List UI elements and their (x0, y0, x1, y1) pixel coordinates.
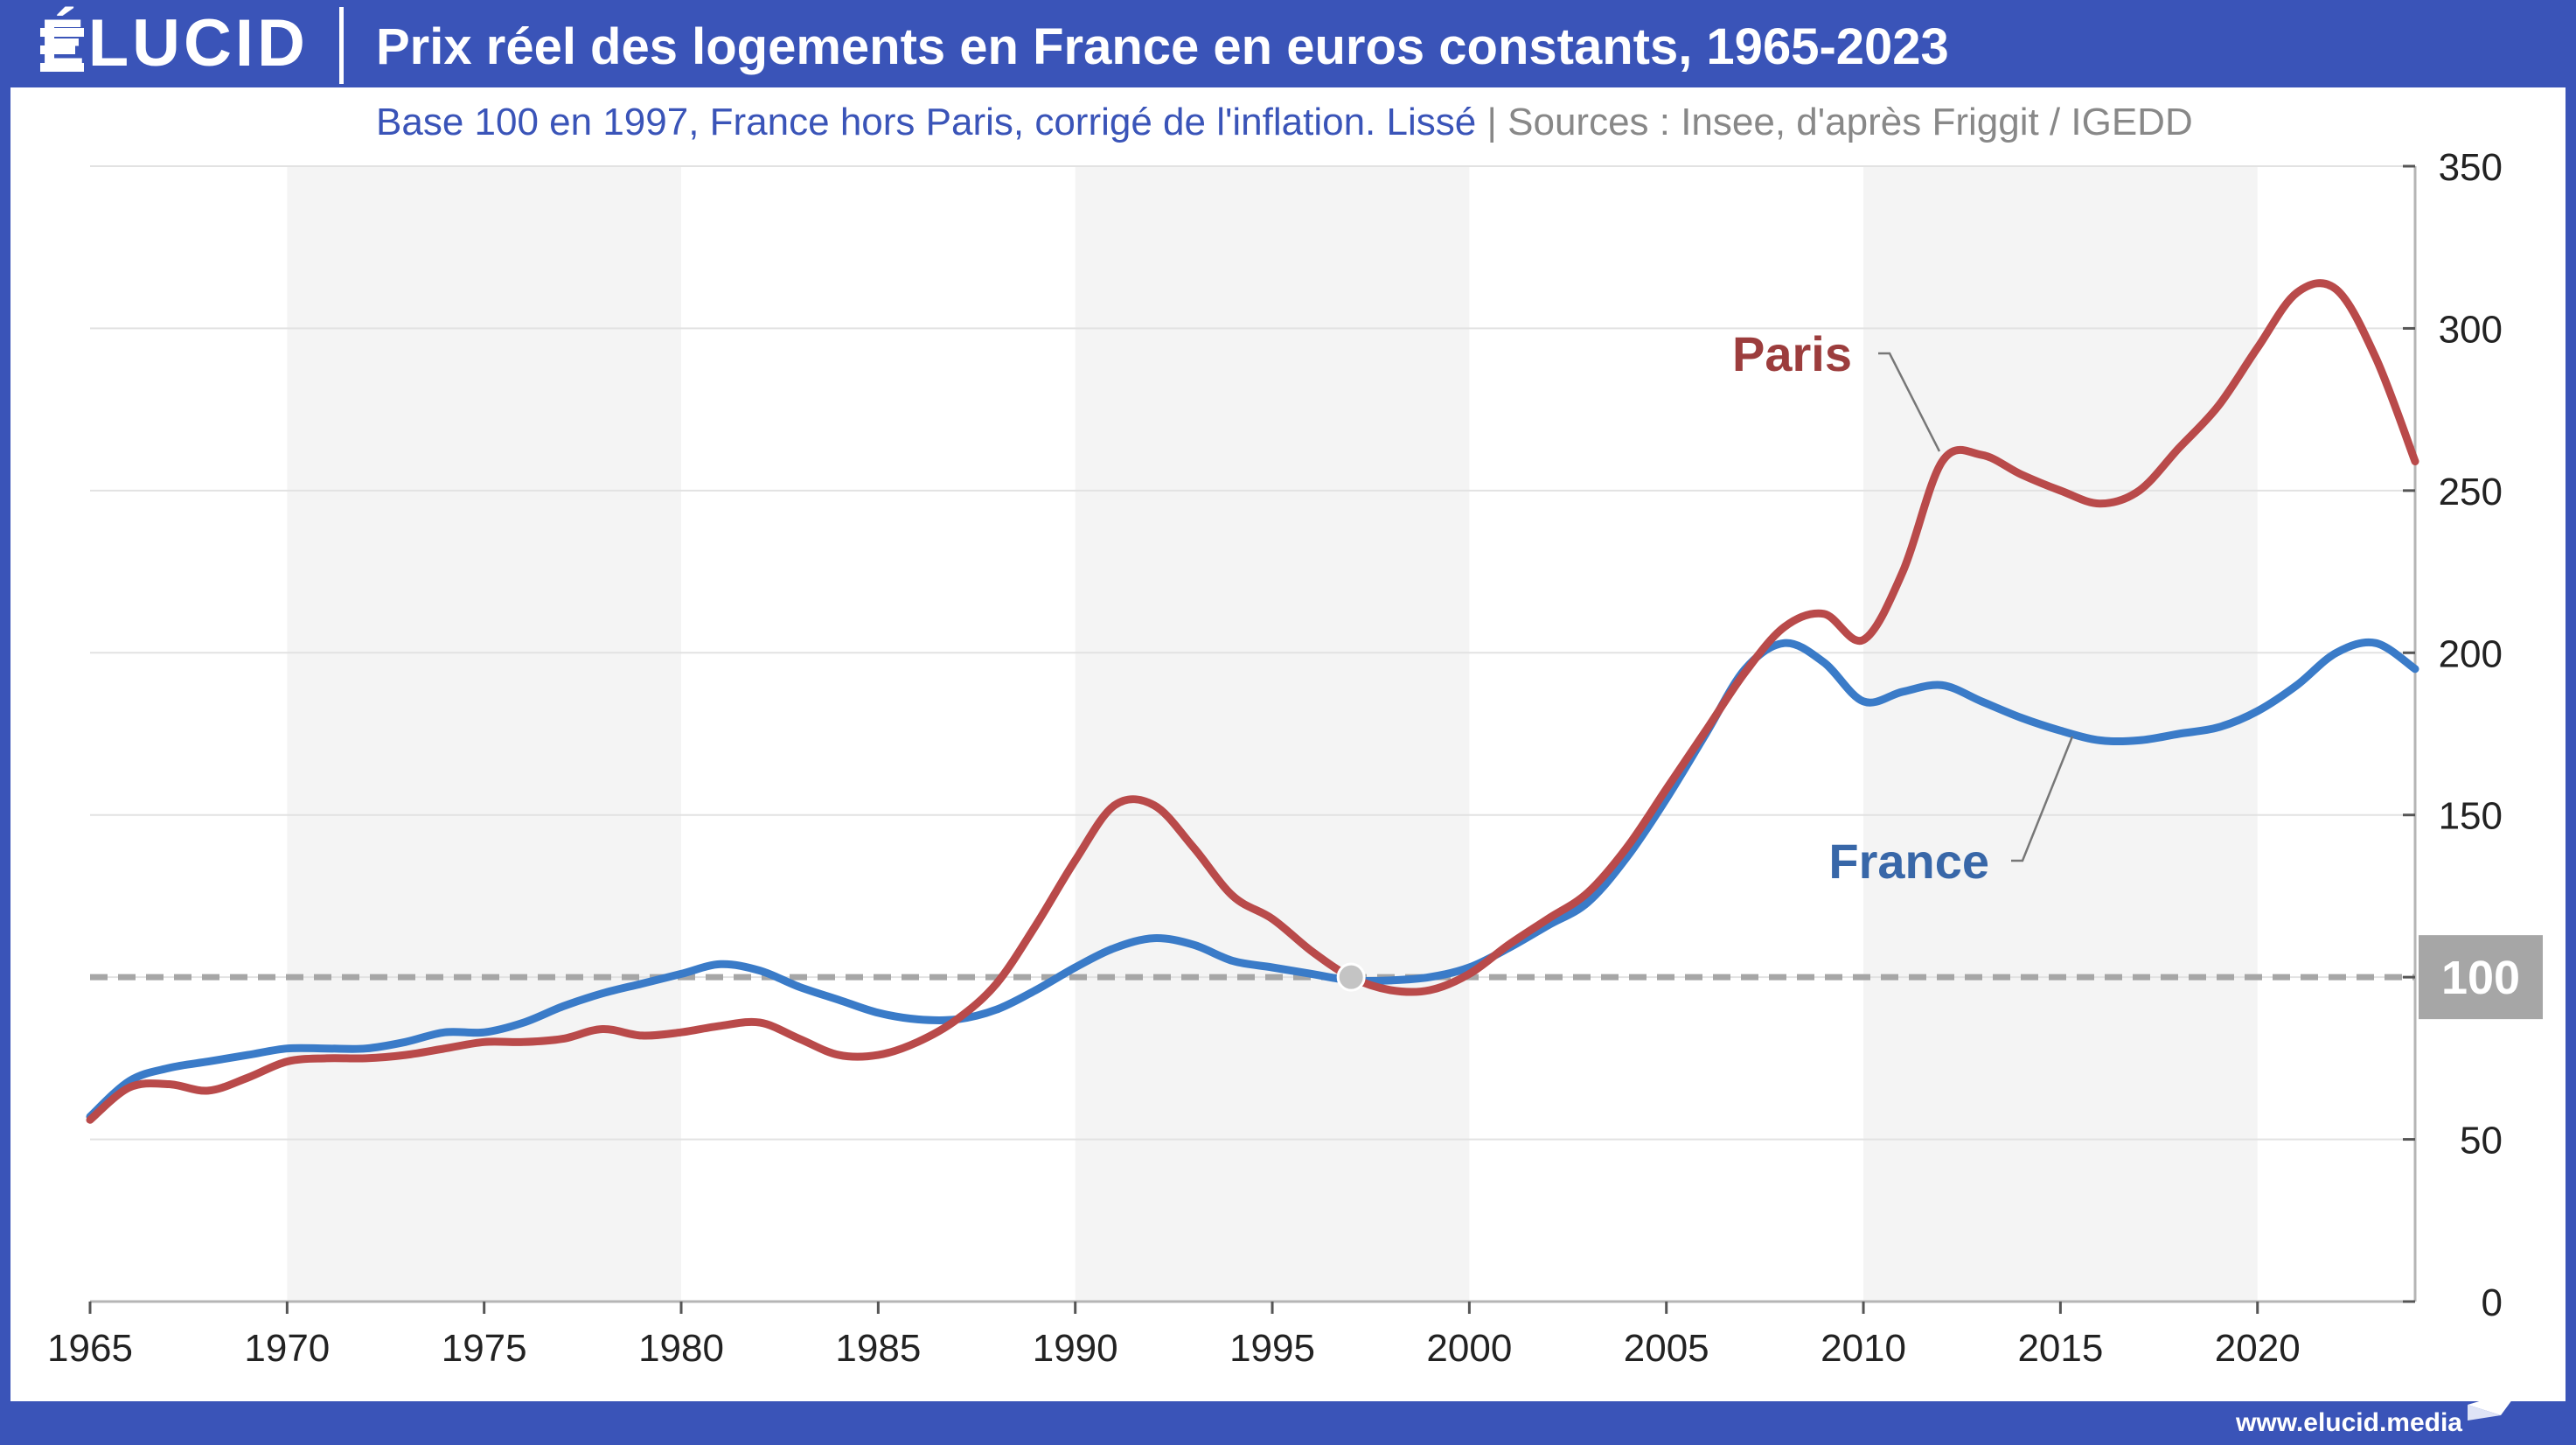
y-tick-label-150: 150 (2439, 795, 2503, 838)
y-tick-label-350: 350 (2439, 146, 2503, 189)
x-tick-label-2015: 2015 (2017, 1327, 2103, 1370)
y-tick-label-0: 0 (2482, 1281, 2503, 1324)
series-line-paris (86, 279, 2419, 1124)
x-tick-label-2020: 2020 (2215, 1327, 2301, 1370)
y-tick-label-250: 250 (2439, 471, 2503, 513)
website-link[interactable]: www.elucid.media (2236, 1408, 2462, 1437)
france-leader-line (2011, 736, 2074, 862)
sources-text: Sources : Insee, d'après Friggit / IGEDD (1507, 101, 2193, 143)
chart-title: Prix réel des logements en France en eur… (376, 18, 1949, 75)
x-tick-label-1995: 1995 (1229, 1327, 1315, 1370)
subtitle-text: Base 100 en 1997, France hors Paris, cor… (376, 101, 1477, 143)
base-point-marker (1336, 962, 1366, 992)
header-bar (0, 0, 2576, 87)
brand-logo: ÉLUCID (40, 6, 309, 80)
series-label-paris: Paris (1732, 326, 1852, 381)
x-tick-label-2000: 2000 (1426, 1327, 1512, 1370)
chart-subtitle: Base 100 en 1997, France hors Paris, cor… (376, 96, 2193, 149)
subtitle-separator: | (1486, 101, 1497, 143)
header-divider (339, 7, 344, 84)
x-tick-label-1965: 1965 (47, 1327, 133, 1370)
x-tick-label-1990: 1990 (1033, 1327, 1118, 1370)
decade-band-1970-1980 (287, 166, 682, 1302)
x-tick-label-2010: 2010 (1821, 1327, 1906, 1370)
brand-arrow-icon (2468, 1389, 2520, 1421)
reference-label-box (2419, 935, 2543, 1020)
series-line-france (86, 638, 2419, 1121)
x-tick-label-1985: 1985 (835, 1327, 921, 1370)
y-tick-label-50: 50 (2460, 1120, 2503, 1162)
footer-bar (0, 1401, 2576, 1443)
y-tick-label-300: 300 (2439, 308, 2503, 351)
logo-accent-icon (40, 28, 84, 72)
reference-label-100: 100 (2441, 952, 2520, 1004)
y-tick-label-200: 200 (2439, 632, 2503, 675)
series-label-france: France (1828, 834, 1989, 889)
decade-band-1990-2000 (1075, 166, 1470, 1302)
x-tick-label-1975: 1975 (442, 1327, 527, 1370)
x-tick-label-1980: 1980 (638, 1327, 724, 1370)
paris-leader-line (1878, 352, 1941, 452)
x-tick-label-1970: 1970 (244, 1327, 330, 1370)
x-tick-label-2005: 2005 (1624, 1327, 1709, 1370)
